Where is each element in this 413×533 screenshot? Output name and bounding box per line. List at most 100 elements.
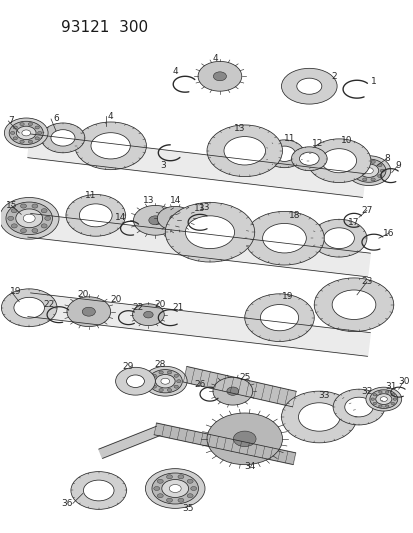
Ellipse shape [355, 175, 359, 177]
Ellipse shape [380, 169, 384, 172]
Ellipse shape [161, 378, 169, 384]
Ellipse shape [167, 371, 171, 374]
Ellipse shape [10, 132, 15, 134]
Ellipse shape [185, 216, 234, 248]
Polygon shape [154, 423, 295, 465]
Text: 7: 7 [8, 117, 14, 125]
Ellipse shape [157, 479, 163, 483]
Ellipse shape [331, 290, 375, 319]
Text: 4: 4 [211, 54, 217, 63]
Ellipse shape [392, 398, 396, 400]
Ellipse shape [332, 389, 384, 425]
Ellipse shape [344, 397, 372, 417]
Ellipse shape [197, 61, 241, 91]
Ellipse shape [21, 229, 26, 233]
Text: 16: 16 [382, 229, 394, 238]
Ellipse shape [390, 402, 394, 405]
Ellipse shape [13, 126, 17, 129]
Ellipse shape [370, 398, 374, 400]
Text: 8: 8 [383, 154, 389, 163]
Ellipse shape [362, 178, 366, 181]
Ellipse shape [173, 385, 178, 388]
Ellipse shape [190, 487, 196, 490]
Text: 27: 27 [361, 206, 372, 215]
Text: 31: 31 [384, 382, 396, 391]
Text: 35: 35 [182, 504, 193, 513]
Ellipse shape [11, 208, 17, 213]
Ellipse shape [82, 307, 95, 316]
Ellipse shape [169, 484, 181, 492]
Text: 21: 21 [172, 303, 183, 312]
Ellipse shape [385, 405, 388, 407]
Ellipse shape [377, 391, 381, 393]
Ellipse shape [226, 387, 238, 395]
Text: 22: 22 [133, 303, 144, 312]
Ellipse shape [28, 123, 33, 126]
Ellipse shape [8, 216, 14, 221]
Ellipse shape [132, 304, 164, 326]
Ellipse shape [41, 224, 47, 228]
Ellipse shape [32, 204, 38, 208]
Ellipse shape [5, 118, 48, 148]
Ellipse shape [71, 472, 126, 510]
Ellipse shape [346, 156, 390, 185]
Text: 18: 18 [288, 211, 299, 220]
Ellipse shape [169, 215, 180, 222]
Text: 3: 3 [160, 161, 166, 170]
Ellipse shape [390, 393, 394, 396]
Ellipse shape [370, 160, 374, 163]
Text: 13: 13 [233, 124, 245, 133]
Ellipse shape [22, 130, 31, 136]
Text: 20: 20 [110, 295, 121, 304]
Ellipse shape [244, 212, 323, 265]
Ellipse shape [67, 297, 110, 327]
Polygon shape [28, 134, 364, 197]
Polygon shape [28, 293, 369, 357]
Ellipse shape [365, 387, 401, 411]
Ellipse shape [178, 498, 183, 502]
Ellipse shape [9, 122, 43, 144]
Ellipse shape [377, 175, 381, 177]
Text: 30: 30 [397, 377, 408, 386]
Ellipse shape [352, 169, 357, 172]
Text: 17: 17 [347, 218, 359, 227]
Text: 13: 13 [194, 204, 205, 213]
Polygon shape [99, 426, 160, 458]
Ellipse shape [41, 123, 85, 153]
Ellipse shape [206, 413, 282, 465]
Ellipse shape [1, 289, 57, 327]
Text: 13: 13 [142, 196, 154, 205]
Ellipse shape [377, 164, 381, 167]
Ellipse shape [23, 214, 35, 222]
Ellipse shape [351, 159, 385, 182]
Ellipse shape [51, 130, 75, 146]
Ellipse shape [20, 140, 24, 143]
Ellipse shape [79, 204, 112, 227]
Text: 10: 10 [340, 136, 352, 146]
Ellipse shape [152, 385, 156, 388]
Ellipse shape [370, 178, 374, 181]
Text: 33: 33 [318, 391, 329, 400]
Ellipse shape [364, 168, 373, 174]
Ellipse shape [281, 391, 356, 443]
Ellipse shape [28, 140, 33, 143]
Ellipse shape [152, 473, 198, 504]
Ellipse shape [126, 375, 144, 387]
Ellipse shape [166, 475, 172, 479]
Ellipse shape [206, 125, 282, 176]
Ellipse shape [133, 205, 177, 235]
Ellipse shape [75, 122, 146, 169]
Ellipse shape [0, 197, 59, 239]
Ellipse shape [153, 487, 159, 490]
Ellipse shape [385, 391, 388, 393]
Ellipse shape [264, 140, 304, 168]
Text: 26: 26 [194, 379, 205, 389]
Ellipse shape [91, 133, 130, 159]
Ellipse shape [212, 377, 252, 405]
Text: 1: 1 [370, 77, 376, 86]
Ellipse shape [16, 209, 43, 228]
Ellipse shape [14, 297, 44, 318]
Ellipse shape [281, 68, 336, 104]
Text: 4: 4 [107, 111, 113, 120]
Text: 20: 20 [77, 290, 88, 300]
